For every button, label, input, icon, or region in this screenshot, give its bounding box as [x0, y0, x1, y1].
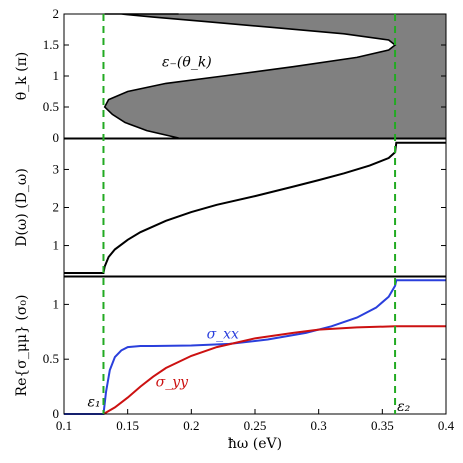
epsilon-minus-filled-region [104, 14, 446, 138]
ytick-label: 2 [53, 200, 60, 215]
xtick-label: 0.25 [244, 418, 267, 433]
xtick-label: 0.35 [371, 418, 394, 433]
sigma-xx-curve [64, 279, 446, 415]
panel-middle-yticks: 1 2 3 [53, 161, 446, 253]
ytick-label: 0 [53, 406, 60, 421]
epsilon-2-label: ε₂ [397, 399, 411, 415]
xtick-label: 0.4 [438, 418, 455, 433]
panel-middle-frame [63, 138, 447, 277]
ytick-label: 0.5 [43, 351, 59, 366]
xtick-label: 0.2 [183, 418, 199, 433]
ytick-label: 0 [53, 130, 60, 145]
ytick-label: 1.5 [43, 37, 59, 52]
panel-bottom: 00.51 0.1 0.15 0.2 0.25 0.3 0.35 0.4 σ_xx σ_yy… [14, 276, 455, 452]
panel-bottom-yticks: 00.51 [43, 296, 446, 421]
sigma-xx-label: σ_xx [207, 326, 239, 342]
ytick-label: 1 [53, 68, 60, 83]
panel-bottom-xticks: 0.1 0.15 0.2 0.25 0.3 0.35 0.4 [56, 409, 455, 433]
ytick-label: 3 [53, 161, 60, 176]
panel-top-yticks: 0 0.5 1 1.5 2 [43, 6, 446, 145]
xtick-label: 0.15 [116, 418, 139, 433]
dos-curve [64, 141, 446, 274]
epsilon-minus-annotation: ε₋(θ_k) [162, 55, 212, 71]
xtick-label: 0.3 [311, 418, 327, 433]
epsilon-1-label: ε₁ [87, 394, 100, 410]
ytick-label: 0.5 [43, 99, 59, 114]
panel-top: 0 0.5 1 1.5 2 ε₋(θ_k) θ_k (π) [14, 6, 447, 145]
panel-bottom-ylabel: Re{σ_μμ} (σ₀) [14, 295, 30, 397]
panel-bottom-xlabel: ħω (eV) [228, 436, 282, 452]
ytick-label: 1 [53, 238, 60, 253]
panel-middle: 1 2 3 D(ω) (D_ω) [14, 138, 447, 277]
sigma-yy-curve [102, 325, 446, 415]
panel-top-ylabel: θ_k (π) [14, 52, 30, 101]
ytick-label: 2 [53, 6, 60, 21]
panel-middle-ylabel: D(ω) (D_ω) [14, 168, 30, 247]
sigma-yy-label: σ_yy [156, 375, 189, 391]
ytick-label: 1 [53, 296, 60, 311]
xtick-label: 0.1 [56, 418, 72, 433]
